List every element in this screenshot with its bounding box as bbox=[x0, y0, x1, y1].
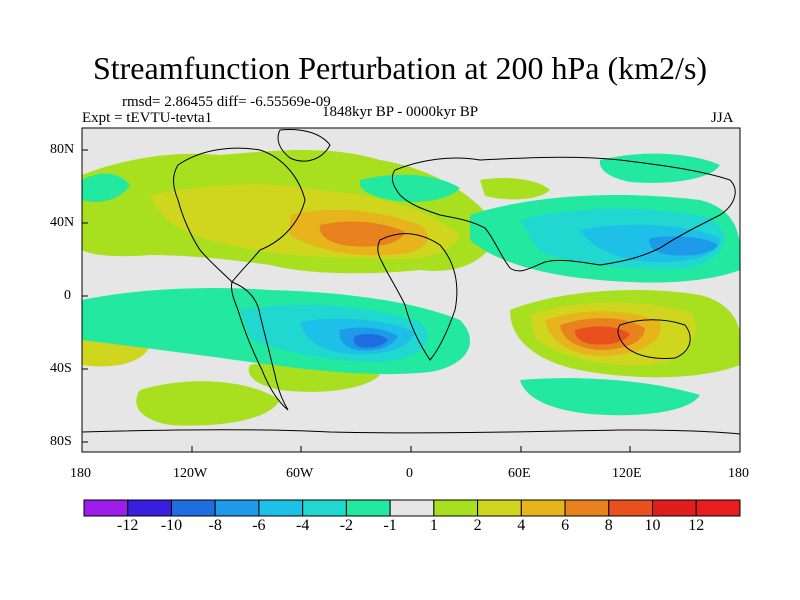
lon-label-60w: 60W bbox=[286, 466, 314, 481]
season-label: JJA bbox=[711, 110, 734, 126]
colorbar-label: -10 bbox=[160, 517, 183, 534]
lat-label-80s: 80S bbox=[50, 434, 72, 449]
contour-field bbox=[82, 128, 740, 452]
lat-label-equator: 0 bbox=[64, 288, 71, 303]
positive-max-indian-ocean bbox=[574, 326, 630, 345]
colorbar-label: -2 bbox=[339, 517, 354, 534]
lat-label-40s: 40S bbox=[50, 361, 72, 376]
coastlines bbox=[82, 129, 740, 435]
axis-ticks bbox=[81, 149, 741, 452]
coast-africa bbox=[377, 233, 458, 361]
colorbar-swatch bbox=[345, 499, 391, 517]
lon-label-120e: 120E bbox=[612, 466, 642, 481]
colorbar-swatch bbox=[214, 499, 260, 517]
lon-label-120w: 120W bbox=[173, 466, 208, 481]
colorbar-label: -1 bbox=[383, 517, 397, 534]
lon-label-180w: 180 bbox=[70, 466, 91, 481]
coast-south-america bbox=[231, 281, 289, 411]
colorbar-label: 8 bbox=[604, 517, 613, 534]
colorbar-swatch bbox=[302, 499, 347, 517]
colorbar-swatch bbox=[520, 499, 566, 517]
coast-greenland bbox=[277, 129, 331, 162]
colorbar-label: -12 bbox=[117, 517, 139, 534]
positive-band-europe bbox=[480, 178, 550, 200]
lon-label-0: 0 bbox=[406, 466, 413, 481]
colorbar-label: -8 bbox=[208, 517, 222, 534]
lon-label-180e: 180 bbox=[728, 466, 749, 481]
colorbar-label: 12 bbox=[688, 517, 705, 534]
colorbar-swatch bbox=[477, 499, 522, 517]
colorbar-label: -6 bbox=[252, 517, 266, 534]
negative-band-southern-indian bbox=[520, 378, 700, 416]
lon-label-60e: 60E bbox=[508, 466, 531, 481]
coast-north-america bbox=[173, 147, 306, 283]
colorbar-label: -4 bbox=[296, 517, 310, 534]
stats-label: rmsd= 2.86455 diff= -6.55569e-09 bbox=[122, 94, 331, 110]
colorbar-swatch bbox=[127, 499, 172, 517]
coast-australia bbox=[617, 319, 691, 359]
experiment-label: Expt = tEVTU-tevta1 bbox=[82, 110, 213, 126]
colorbar-label: 2 bbox=[473, 517, 482, 534]
colorbar-label: 6 bbox=[561, 517, 570, 534]
positive-band-southern-ocean bbox=[136, 381, 280, 426]
colorbar-swatch bbox=[83, 499, 129, 517]
positive-max-north-atlantic bbox=[319, 221, 405, 247]
negative-band-north-pacific bbox=[82, 173, 130, 202]
coast-antarctica bbox=[82, 429, 740, 435]
negative-max-south-atlantic bbox=[353, 333, 388, 348]
colorbar bbox=[83, 499, 741, 517]
negative-band-north-atlantic bbox=[359, 174, 460, 202]
colorbar-swatch bbox=[608, 499, 654, 517]
colorbar-swatch bbox=[258, 499, 304, 517]
period-label: 1848kyr BP - 0000kyr BP bbox=[322, 104, 479, 120]
colorbar-swatch bbox=[564, 499, 610, 517]
colorbar-label: 10 bbox=[644, 517, 661, 534]
colorbar-label: 4 bbox=[517, 517, 526, 534]
colorbar-swatch bbox=[695, 499, 741, 517]
colorbar-label: 1 bbox=[429, 517, 438, 534]
colorbar-swatch bbox=[433, 499, 479, 517]
colorbar-swatch bbox=[389, 499, 435, 517]
negative-max-asia bbox=[649, 236, 718, 256]
colorbar-swatch bbox=[170, 499, 216, 517]
lat-label-40n: 40N bbox=[50, 215, 75, 230]
colorbar-swatch bbox=[652, 499, 697, 517]
lat-label-80n: 80N bbox=[50, 142, 75, 157]
map-title: Streamfunction Perturbation at 200 hPa (… bbox=[92, 50, 708, 86]
coast-eurasia bbox=[391, 156, 736, 272]
